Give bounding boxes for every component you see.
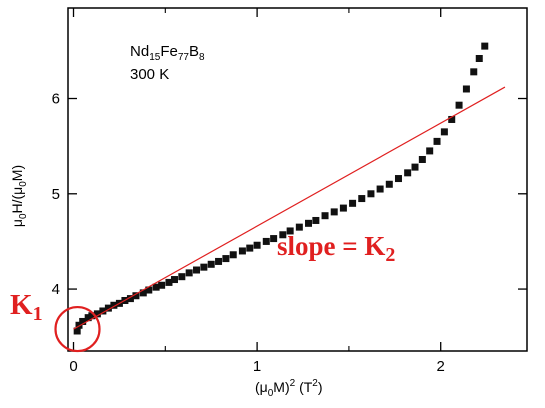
data-point — [99, 307, 107, 315]
data-point — [433, 137, 441, 145]
data-point — [84, 314, 92, 322]
data-point — [358, 195, 366, 203]
data-point — [367, 190, 375, 198]
x-tick-label: 1 — [253, 358, 261, 375]
plot-frame — [67, 7, 528, 352]
y-tick-label: 4 — [52, 281, 60, 298]
data-point — [418, 155, 426, 163]
data-point — [312, 216, 320, 224]
y-axis-label: μ0H/(μ0M) — [9, 165, 29, 227]
data-point — [104, 304, 112, 312]
data-point — [229, 251, 237, 259]
data-point — [165, 278, 173, 286]
data-point — [253, 241, 261, 249]
data-point — [448, 115, 456, 123]
data-point — [178, 273, 186, 281]
data-point — [222, 255, 230, 263]
data-point — [339, 204, 347, 212]
data-point — [158, 281, 166, 289]
data-point — [139, 289, 147, 297]
data-point — [79, 317, 87, 325]
axis-tick-labels: 0 1 2 4 5 6 — [52, 91, 445, 375]
data-point — [246, 244, 254, 252]
x-tick-label: 0 — [69, 358, 77, 375]
data-point — [330, 208, 338, 216]
data-point — [295, 223, 303, 231]
data-point — [93, 310, 101, 318]
data-point — [321, 212, 329, 220]
data-point — [270, 235, 278, 243]
data-point — [193, 266, 201, 274]
data-point — [411, 163, 419, 171]
sample-label: Nd15Fe77B8 — [130, 43, 205, 63]
data-point — [475, 54, 483, 62]
data-point — [462, 85, 470, 93]
data-points — [73, 42, 489, 335]
data-point — [385, 180, 393, 188]
data-point — [376, 185, 384, 193]
data-point — [152, 283, 160, 291]
fit-line — [73, 86, 506, 330]
data-point — [88, 312, 96, 320]
data-point — [207, 260, 215, 268]
data-point — [426, 147, 434, 155]
data-point — [286, 227, 294, 235]
temperature-label: 300 K — [130, 66, 169, 83]
data-point — [110, 301, 118, 309]
y-tick-label: 6 — [52, 91, 60, 108]
data-point — [279, 231, 287, 239]
data-point — [145, 286, 153, 294]
data-point — [455, 101, 463, 109]
data-point — [126, 295, 134, 303]
x-axis-label: (μ0M)2 (T2) — [255, 378, 323, 399]
data-point — [394, 175, 402, 183]
k1-label: K1 — [10, 289, 43, 325]
data-point — [305, 219, 313, 227]
data-point — [185, 269, 193, 277]
data-point — [404, 169, 412, 177]
slope-label: slope = K2 — [277, 231, 395, 266]
data-point — [73, 327, 81, 335]
data-point — [262, 237, 270, 245]
data-point — [349, 199, 357, 207]
data-point — [440, 128, 448, 136]
y-tick-label: 5 — [52, 186, 60, 203]
intercept-circle — [54, 305, 101, 353]
x-tick-label: 2 — [437, 358, 445, 375]
axis-ticks — [68, 8, 527, 351]
data-point — [132, 292, 140, 300]
data-point — [481, 42, 489, 50]
data-point — [238, 247, 246, 255]
data-point — [215, 257, 223, 265]
data-point — [200, 263, 208, 271]
data-point — [170, 276, 178, 284]
data-point — [75, 321, 83, 329]
data-point — [470, 68, 478, 76]
